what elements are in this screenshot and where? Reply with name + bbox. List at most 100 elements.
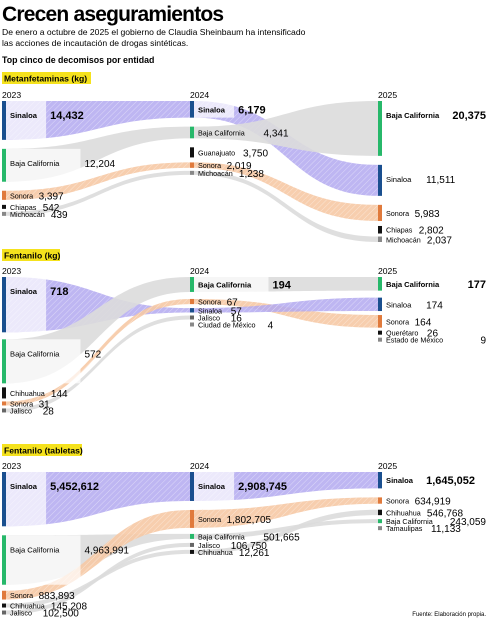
node-name: Michoacán — [386, 235, 421, 244]
node-bar-baja-california — [190, 277, 194, 292]
flow-hatch-sinaloa — [6, 101, 190, 140]
node-bar-baja-california — [190, 126, 194, 139]
node-value: 6,179 — [238, 104, 266, 116]
node-name: Baja California — [10, 349, 60, 358]
panel-fentanilo-kg: Fentanilo (kg) 2023 2024 2025 Sinaloa 718… — [2, 249, 486, 417]
node-bar-sonora — [190, 509, 194, 528]
node-bar-tamaulipas — [378, 526, 382, 531]
node-bar-sonora — [378, 204, 382, 221]
flow-michoacan — [194, 170, 378, 242]
panel-title: Fentanilo (kg) — [4, 251, 60, 261]
node-name: Sonora — [386, 317, 409, 326]
node-bar-chihuahua — [190, 549, 194, 554]
node-value: 243,059 — [450, 517, 487, 528]
node-value: 174 — [426, 300, 443, 311]
node-name: Chihuahua — [10, 389, 45, 398]
node-name: Jalisco — [10, 609, 32, 618]
node-bar-baja-california — [378, 101, 382, 156]
node-value: 177 — [468, 279, 486, 291]
flow-hatch-sinaloa — [6, 277, 190, 333]
node-name: Sonora — [10, 191, 33, 200]
node-bar-baja-california — [378, 277, 382, 291]
node-value: 26 — [427, 329, 439, 340]
node-value: 3,750 — [243, 148, 268, 159]
year-label: 2024 — [190, 461, 209, 471]
node-bar-sonora — [190, 162, 194, 168]
node-value: 4 — [268, 320, 274, 331]
node-bar-sinaloa — [378, 297, 382, 312]
node-value: 144 — [51, 389, 68, 400]
node-bar-chihuahua — [2, 603, 6, 608]
node-name: Sonora — [198, 161, 221, 170]
node-label-bg — [6, 472, 47, 527]
node-bar-michoacan — [378, 236, 382, 242]
flow-chihuahua — [194, 509, 378, 554]
node-value: 2,908,745 — [238, 481, 287, 493]
panel-metanfetaminas: Metanfetaminas (kg) 2023 2024 2025 Sinal… — [2, 72, 486, 246]
node-value: 1,645,052 — [426, 475, 475, 487]
flow-hatch-sinaloa — [194, 297, 378, 313]
node-name: Sonora — [10, 399, 33, 408]
node-value: 1,238 — [239, 169, 264, 180]
node-name: Baja California — [386, 111, 440, 120]
node-value: 439 — [51, 210, 68, 221]
node-label-bg — [382, 277, 457, 291]
node-value: 102,500 — [43, 609, 80, 620]
node-name: Chiapas — [10, 203, 37, 212]
node-bar-chiapas — [378, 225, 382, 234]
flow-hatch-sinaloa — [194, 472, 378, 501]
node-value: 1,802,705 — [227, 515, 272, 526]
node-bar-sinaloa — [2, 472, 6, 527]
node-bar-chihuahua — [378, 509, 382, 516]
flow-hatch-sonora — [194, 162, 378, 221]
node-name: Jalisco — [198, 313, 220, 322]
node-value: 5,983 — [415, 209, 440, 220]
node-bar-jalisco — [190, 542, 194, 547]
node-name: Sinaloa — [10, 111, 38, 120]
node-name: Chihuahua — [386, 508, 421, 517]
node-value: 4,341 — [264, 128, 289, 139]
panel-title-badge — [2, 72, 91, 84]
node-label-bg — [6, 101, 47, 140]
node-bar-estado-de-mexico — [378, 337, 382, 342]
flow-jalisco — [6, 542, 190, 615]
flow-baja-california — [194, 101, 378, 156]
node-name: Michoacán — [10, 210, 45, 219]
node-value: 501,665 — [264, 532, 301, 543]
node-name: Baja California — [386, 517, 433, 526]
node-bar-guanajuato — [190, 147, 194, 158]
node-bar-sinaloa — [378, 164, 382, 196]
node-bar-jalisco — [2, 610, 6, 615]
node-name: Jalisco — [10, 406, 32, 415]
node-name: Guanajuato — [198, 148, 235, 157]
node-value: 9 — [480, 336, 486, 347]
node-name: Sonora — [198, 298, 221, 307]
node-name: Querétaro — [386, 329, 418, 338]
node-bar-ciudad-de-mexico — [190, 322, 194, 327]
node-label-bg — [6, 339, 81, 384]
node-value: 194 — [273, 279, 292, 291]
node-bar-sonora — [2, 401, 6, 406]
node-bar-baja-california — [2, 339, 6, 384]
subtitle-line-2: las acciones de incautación de drogas si… — [2, 38, 188, 48]
node-bar-sinaloa — [2, 101, 6, 140]
node-value: 31 — [39, 399, 51, 410]
panel-title-badge — [2, 444, 82, 456]
node-name: Baja California — [198, 128, 245, 137]
node-value: 14,432 — [50, 110, 84, 122]
node-label-bg — [194, 472, 235, 501]
node-name: Sinaloa — [10, 287, 38, 296]
node-name: Estado de México — [386, 336, 443, 345]
node-bar-jalisco — [2, 408, 6, 413]
year-label: 2023 — [2, 461, 21, 471]
year-label: 2025 — [378, 90, 397, 100]
node-name: Ciudad de México — [198, 320, 256, 329]
node-bar-baja-california — [2, 148, 6, 182]
node-name: Sinaloa — [198, 306, 222, 315]
node-value: 106,750 — [231, 541, 268, 552]
node-bar-sinaloa — [190, 101, 194, 118]
node-value: 28 — [43, 406, 55, 417]
node-bar-sinaloa — [378, 472, 382, 489]
node-value: 2,802 — [419, 226, 444, 237]
